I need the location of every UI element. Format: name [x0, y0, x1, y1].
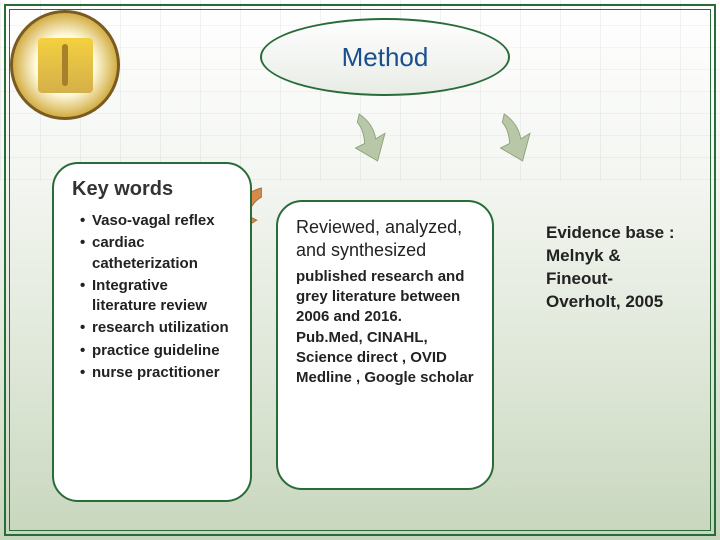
keyword-item: Vaso-vagal reflex [80, 211, 232, 231]
evidence-box: Evidence base : Melnyk & Fineout-Overhol… [528, 208, 704, 378]
keyword-item: practice guideline [80, 341, 232, 361]
keyword-item: research utilization [80, 318, 232, 338]
slide-title: Method [342, 42, 429, 73]
review-body-text: published research and grey literature b… [296, 267, 474, 389]
keywords-heading: Key words [72, 178, 232, 201]
review-lead-text: Reviewed, analyzed, and synthesized [296, 216, 474, 263]
organization-logo [10, 10, 120, 120]
caduceus-icon [38, 38, 93, 93]
flow-arrow-middle [350, 108, 396, 166]
keywords-box: Key words Vaso-vagal reflex cardiac cath… [52, 162, 252, 502]
keyword-item: nurse practitioner [80, 363, 232, 383]
evidence-text: Evidence base : Melnyk & Fineout-Overhol… [546, 222, 686, 314]
keyword-item: cardiac catheterization [80, 233, 232, 274]
flow-arrow-right [495, 108, 541, 166]
keyword-item: Integrative literature review [80, 276, 232, 317]
review-box: Reviewed, analyzed, and synthesized publ… [276, 200, 494, 490]
keywords-list: Vaso-vagal reflex cardiac catheterizatio… [72, 211, 232, 383]
title-oval: Method [260, 18, 510, 96]
